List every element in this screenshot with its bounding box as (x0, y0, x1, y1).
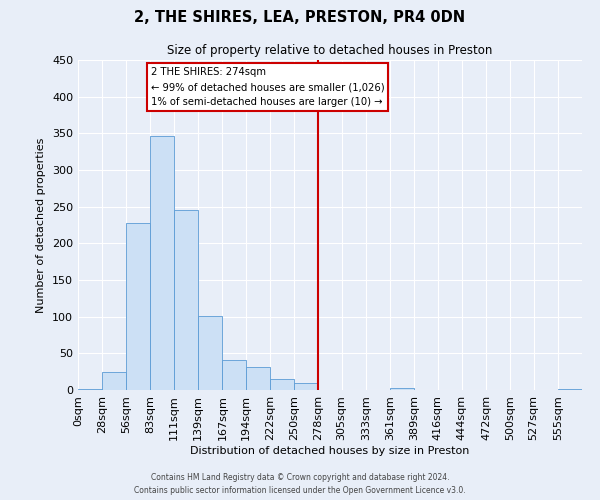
Text: 2, THE SHIRES, LEA, PRESTON, PR4 0DN: 2, THE SHIRES, LEA, PRESTON, PR4 0DN (134, 10, 466, 25)
X-axis label: Distribution of detached houses by size in Preston: Distribution of detached houses by size … (190, 446, 470, 456)
Bar (390, 388, 414, 390)
Bar (246, 368, 270, 390)
Bar (294, 382, 319, 390)
Bar (127, 223, 150, 390)
Bar (102, 372, 127, 390)
Bar (174, 210, 198, 390)
Text: 2 THE SHIRES: 274sqm
← 99% of detached houses are smaller (1,026)
1% of semi-det: 2 THE SHIRES: 274sqm ← 99% of detached h… (151, 68, 384, 107)
Y-axis label: Number of detached properties: Number of detached properties (37, 138, 46, 312)
Bar (223, 360, 246, 390)
Bar (270, 379, 294, 390)
Bar (78, 388, 102, 390)
Bar (558, 388, 582, 390)
Title: Size of property relative to detached houses in Preston: Size of property relative to detached ho… (167, 44, 493, 58)
Bar (198, 316, 223, 390)
Bar (150, 136, 174, 390)
Text: Contains HM Land Registry data © Crown copyright and database right 2024.
Contai: Contains HM Land Registry data © Crown c… (134, 474, 466, 495)
